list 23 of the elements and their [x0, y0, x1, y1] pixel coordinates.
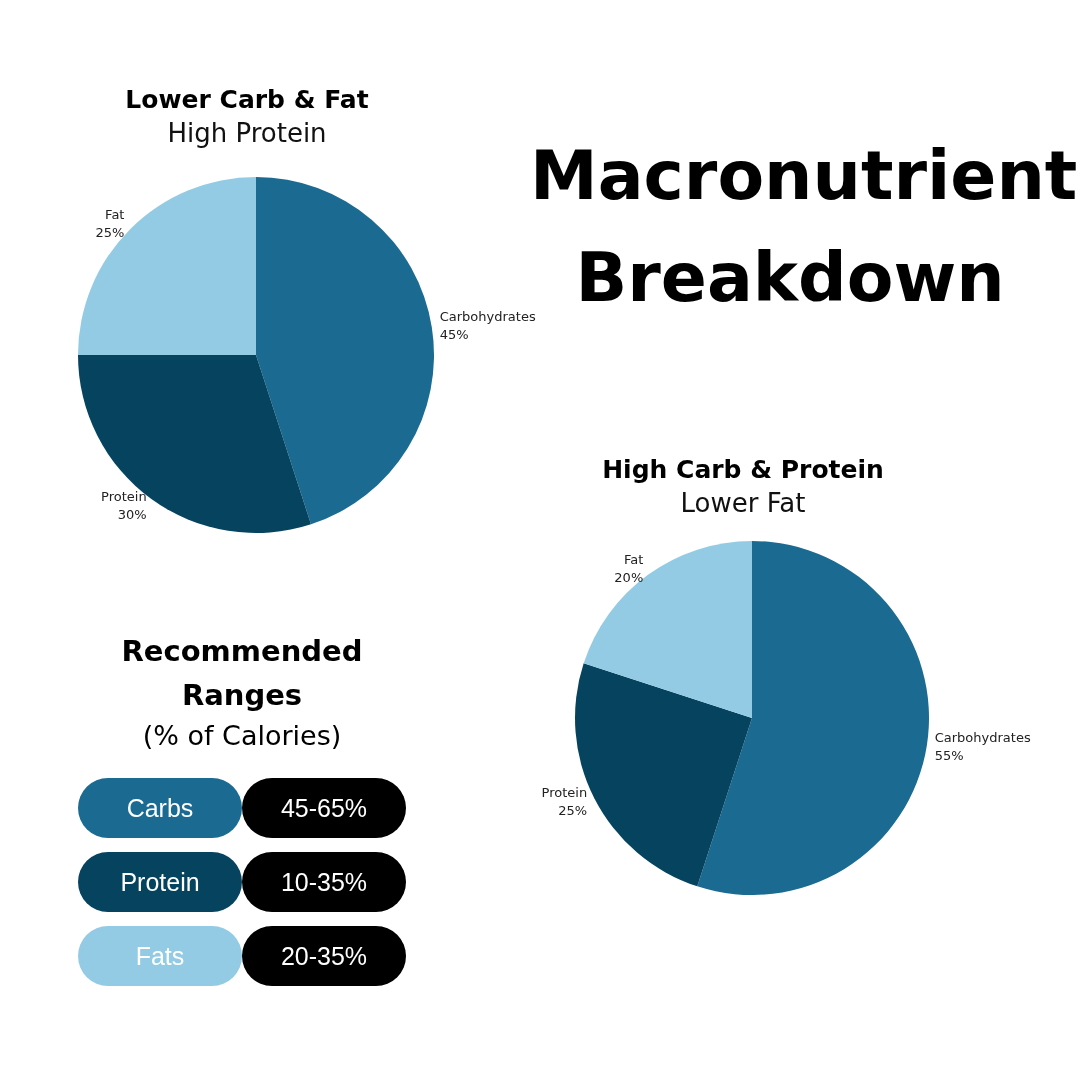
slice-label: Fat	[623, 551, 644, 567]
data-label: 45%	[439, 327, 469, 343]
data-label: 30%	[117, 506, 147, 522]
text: 45-65%	[242, 778, 406, 838]
chart-title: High Carb & Protein	[602, 455, 884, 484]
text: Recommended Ranges	[120, 633, 364, 714]
slice-label: Protein	[541, 785, 588, 801]
text: 20-35%	[242, 926, 406, 986]
category-label: Protein	[78, 852, 242, 912]
chart-title: Lower Carb & Fat	[125, 85, 369, 114]
data-label: 25%	[558, 803, 588, 819]
data-label: 25%	[95, 224, 125, 240]
chart-subtitle: Lower Fat	[680, 488, 806, 518]
slice-label: Carbohydrates	[934, 730, 1031, 746]
chart-subtitle: High Protein	[167, 118, 327, 148]
text: 10-35%	[242, 852, 406, 912]
slice-label: Protein	[101, 488, 147, 504]
category-label: Fats	[78, 926, 242, 986]
data-label: 20%	[614, 569, 644, 585]
slice-label: Fat	[105, 206, 125, 222]
data-label: 55%	[934, 748, 964, 764]
category-label: Carbs	[78, 778, 242, 838]
text: (% of Calories)	[141, 719, 343, 753]
